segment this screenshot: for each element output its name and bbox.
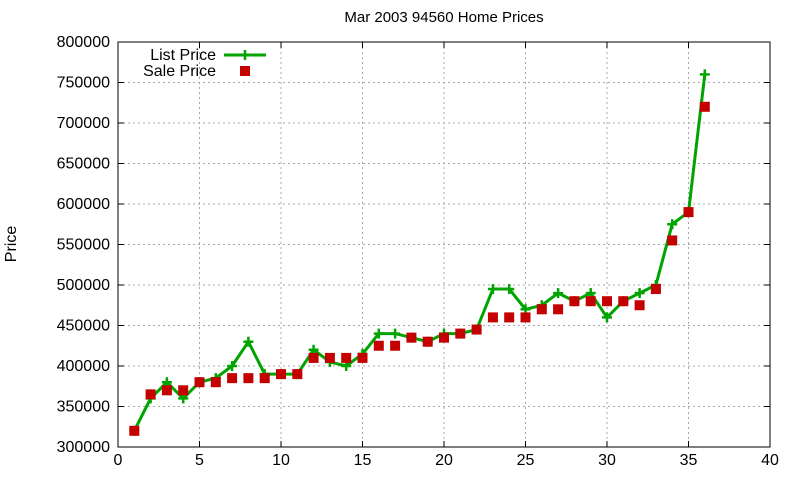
sale-price-point bbox=[553, 304, 564, 315]
sale-price-point bbox=[406, 332, 417, 343]
sale-price-point bbox=[210, 377, 221, 388]
sale-price-point bbox=[373, 340, 384, 351]
sale-price-point bbox=[602, 296, 612, 307]
y-tick-label: 650000 bbox=[57, 156, 110, 173]
grid-lines bbox=[118, 42, 770, 447]
list-price-line bbox=[132, 74, 707, 432]
x-tick-label: 30 bbox=[598, 452, 616, 469]
y-tick-label: 600000 bbox=[57, 196, 110, 213]
sale-price-point bbox=[341, 352, 352, 363]
sale-price-point bbox=[455, 328, 466, 339]
sale-price-point bbox=[667, 235, 678, 246]
legend-label-list-price: List Price bbox=[150, 47, 216, 64]
y-tick-label: 300000 bbox=[57, 439, 110, 456]
x-tick-label: 20 bbox=[435, 452, 453, 469]
sale-price-point bbox=[161, 385, 172, 396]
sale-price-point bbox=[699, 101, 710, 112]
sale-price-point bbox=[357, 352, 368, 363]
sale-price-point bbox=[536, 304, 547, 315]
x-tick-label: 15 bbox=[354, 452, 372, 469]
y-tick-label: 750000 bbox=[57, 75, 110, 92]
sale-price-point bbox=[487, 312, 498, 323]
y-tick-label: 450000 bbox=[57, 318, 110, 335]
x-tick-label: 25 bbox=[517, 452, 535, 469]
axes bbox=[117, 41, 771, 448]
sale-price-point bbox=[650, 284, 661, 295]
sale-price-point bbox=[276, 369, 286, 380]
tick-labels: 300000 350000 400000 450000 500000 550000 6000… bbox=[57, 34, 779, 469]
x-tick-label: 5 bbox=[195, 452, 204, 469]
sale-price-point bbox=[520, 312, 531, 323]
sale-price-point bbox=[390, 340, 401, 351]
x-tick-label: 0 bbox=[114, 452, 123, 469]
sale-price-point bbox=[439, 332, 449, 343]
x-tick-label: 40 bbox=[761, 452, 779, 469]
sale-price-point bbox=[129, 425, 140, 436]
y-tick-label: 800000 bbox=[57, 34, 110, 51]
sale-price-point bbox=[324, 352, 335, 363]
sale-price-point bbox=[178, 385, 189, 396]
sale-price-point bbox=[292, 369, 303, 380]
y-tick-label: 500000 bbox=[57, 277, 110, 294]
sale-price-point bbox=[471, 324, 482, 335]
sale-price-point bbox=[683, 207, 694, 218]
x-tick-label: 10 bbox=[272, 452, 290, 469]
sale-price-series bbox=[129, 101, 710, 436]
sale-price-point bbox=[243, 373, 254, 384]
sale-price-point bbox=[194, 377, 205, 388]
sale-price-point bbox=[585, 296, 596, 307]
y-tick-label: 550000 bbox=[57, 237, 110, 254]
sale-price-point bbox=[308, 352, 319, 363]
sale-price-point bbox=[634, 300, 645, 311]
legend-label-sale-price: Sale Price bbox=[143, 63, 216, 80]
y-tick-label: 400000 bbox=[57, 358, 110, 375]
x-tick-label: 35 bbox=[680, 452, 698, 469]
sale-price-point bbox=[227, 373, 238, 384]
sale-price-point bbox=[618, 296, 629, 307]
y-axis-label: Price bbox=[3, 226, 20, 263]
chart-title: Mar 2003 94560 Home Prices bbox=[344, 9, 543, 26]
legend-sample-square bbox=[240, 66, 250, 76]
sale-price-point bbox=[422, 336, 433, 347]
sale-price-point bbox=[504, 312, 515, 323]
y-tick-label: 350000 bbox=[57, 399, 110, 416]
sale-price-point bbox=[145, 389, 156, 400]
sale-price-point bbox=[259, 373, 270, 384]
sale-price-point bbox=[569, 296, 580, 307]
y-tick-label: 700000 bbox=[57, 115, 110, 132]
